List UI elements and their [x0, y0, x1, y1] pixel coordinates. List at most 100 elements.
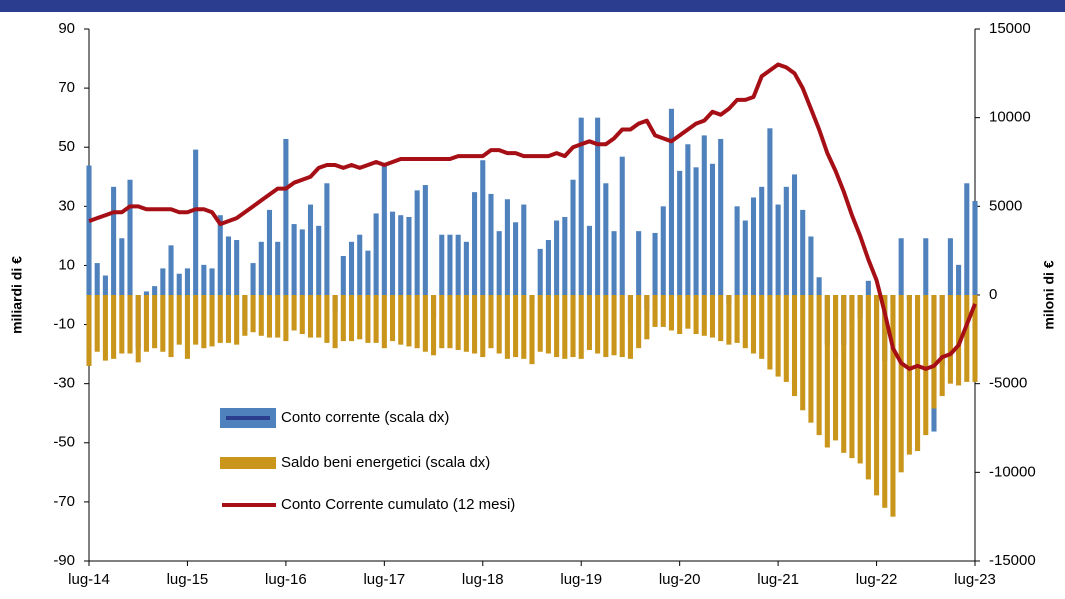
bar [152, 295, 158, 349]
bar [398, 215, 404, 295]
y-tick-label: 50 [58, 138, 75, 155]
bar [176, 273, 182, 295]
bar [800, 209, 806, 295]
x-tick-label: lug-14 [68, 571, 110, 588]
bar [644, 295, 650, 340]
x-tick-label: lug-20 [659, 571, 701, 588]
bar [906, 295, 912, 455]
bar [767, 295, 773, 370]
bar [915, 295, 921, 452]
bar [923, 238, 929, 295]
bar [595, 295, 601, 354]
bar [693, 295, 699, 335]
bar [816, 277, 822, 295]
bar [627, 295, 633, 359]
bar [242, 295, 248, 336]
bar [398, 295, 404, 345]
bar [685, 295, 691, 329]
bar [250, 295, 256, 333]
bar [783, 295, 789, 382]
bar [504, 295, 510, 359]
x-tick-label: lug-18 [462, 571, 504, 588]
bar [619, 295, 625, 358]
bar [168, 245, 174, 295]
line [88, 62, 977, 371]
bar [283, 295, 289, 342]
bar [660, 206, 666, 295]
bar [636, 295, 642, 349]
bar [455, 234, 461, 295]
bar [455, 295, 461, 350]
bar [554, 220, 560, 295]
bar [570, 295, 576, 358]
bar [217, 295, 223, 343]
bar [890, 295, 896, 517]
bar [365, 295, 371, 343]
bar [636, 231, 642, 295]
bar [431, 295, 437, 356]
y2-tick-label: 5000 [989, 197, 1022, 214]
bar [258, 295, 264, 336]
bar [824, 295, 830, 448]
y2-tick-label: 10000 [989, 109, 1031, 126]
x-tick-label: lug-23 [954, 571, 996, 588]
bar [135, 295, 141, 363]
bar [652, 232, 658, 295]
bar [775, 204, 781, 295]
bar [701, 135, 707, 295]
bar [578, 295, 584, 359]
bar [86, 295, 92, 366]
bar [283, 138, 289, 295]
bar [184, 295, 190, 359]
bar [127, 179, 133, 295]
bar [414, 190, 420, 295]
bar [496, 295, 502, 354]
bar [340, 295, 346, 342]
bar [119, 295, 125, 354]
bar [791, 174, 798, 295]
bar [488, 193, 494, 295]
bar [513, 222, 519, 295]
bar [677, 170, 683, 295]
bar [127, 295, 133, 354]
bar [701, 295, 707, 336]
legend-swatch [220, 457, 276, 469]
bar [357, 234, 363, 295]
bar [94, 263, 100, 295]
x-tick-label: lug-22 [856, 571, 898, 588]
bar [972, 201, 978, 295]
bar [299, 295, 305, 335]
bar [775, 295, 781, 377]
bar [217, 215, 223, 295]
bar [668, 295, 675, 331]
y-tick-label: 10 [58, 256, 75, 273]
bar [791, 295, 798, 397]
bar [480, 295, 486, 358]
bar [316, 295, 322, 338]
bar [193, 149, 199, 295]
bar [709, 295, 716, 338]
bar [685, 144, 691, 295]
top-banner [0, 0, 1065, 12]
y-tick-label: -10 [53, 316, 75, 333]
bar [874, 295, 880, 496]
y2-tick-label: -5000 [989, 375, 1027, 392]
y2-tick-label: -10000 [989, 463, 1036, 480]
bar [488, 295, 494, 349]
bar [865, 280, 871, 295]
bar [882, 295, 888, 508]
bar [742, 220, 748, 295]
y-axis-title: miliardi di € [9, 256, 25, 334]
bar [898, 238, 904, 295]
y-tick-label: 30 [58, 197, 75, 214]
bar [111, 186, 117, 295]
bar [947, 238, 953, 295]
bar [160, 295, 166, 352]
bar [545, 295, 551, 354]
bar [841, 295, 847, 453]
bar [143, 295, 149, 352]
bar [709, 163, 716, 295]
bar [332, 295, 338, 349]
bar [275, 241, 281, 295]
